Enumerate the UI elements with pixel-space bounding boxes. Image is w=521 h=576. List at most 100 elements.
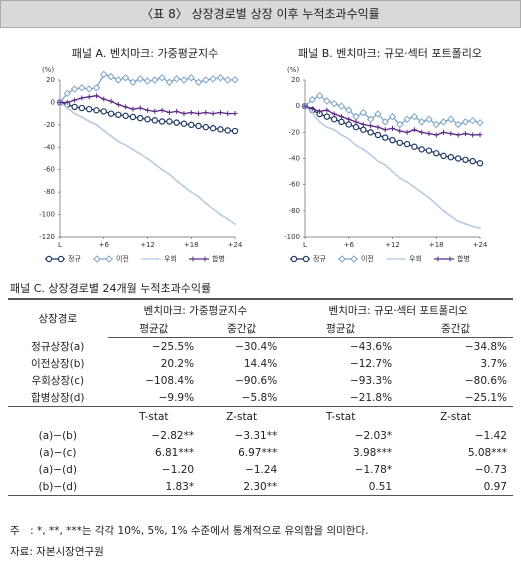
- cell: −21.8%: [349, 391, 393, 404]
- point: [440, 152, 447, 160]
- legend-marker: [93, 255, 101, 263]
- row-label: 이전상장(b): [31, 358, 85, 370]
- row-label: (a)−(b): [38, 429, 77, 442]
- point: [411, 143, 418, 150]
- point: [188, 110, 194, 116]
- point: [188, 121, 195, 129]
- cell: 3.7%: [480, 357, 507, 370]
- point: [102, 129, 105, 132]
- cell: −25.5%: [151, 340, 195, 353]
- point: [389, 136, 396, 144]
- axis-unit: (%): [287, 66, 299, 74]
- table-title: 〈표 8〉 상장경로별 상장 이후 누적초과수익률: [0, 0, 521, 28]
- point: [168, 173, 171, 176]
- point: [92, 84, 101, 92]
- row-label: (a)−(c): [39, 446, 77, 459]
- point: [396, 139, 403, 146]
- column-header: 중간값: [200, 320, 284, 338]
- cell: 2.30**: [200, 478, 284, 496]
- column-header: T-stat: [283, 406, 399, 427]
- cell: 0.51: [283, 478, 399, 496]
- point: [204, 202, 207, 205]
- y-tick-label: -40: [289, 155, 300, 163]
- point: [302, 103, 308, 109]
- point: [101, 96, 107, 102]
- point: [158, 118, 166, 125]
- point: [79, 95, 85, 101]
- legend-label: 우회: [164, 255, 177, 263]
- x-tick-label: +18: [429, 241, 444, 249]
- point: [57, 99, 63, 105]
- panel-title: 패널 B. 벤치마크: 규모·섹터 포트폴리오: [298, 47, 482, 60]
- group-header: 벤치마크: 가중평균지수: [107, 298, 284, 320]
- point: [78, 104, 86, 112]
- legend-marker: [338, 255, 346, 263]
- y-tick-label: 20: [291, 76, 300, 84]
- point: [88, 120, 91, 123]
- point: [432, 120, 440, 129]
- legend-label: 정규: [68, 254, 81, 263]
- point: [175, 179, 178, 182]
- point: [442, 209, 445, 212]
- x-tick-label: +24: [473, 241, 488, 249]
- point: [447, 153, 455, 161]
- point: [174, 108, 180, 114]
- legend-marker: [290, 255, 298, 263]
- point: [397, 128, 403, 134]
- point: [360, 126, 367, 133]
- point: [315, 91, 324, 100]
- x-tick-label: +6: [344, 241, 355, 249]
- cell: 14.4%: [243, 357, 278, 370]
- point: [311, 111, 314, 114]
- point: [166, 118, 173, 125]
- point: [209, 125, 217, 132]
- legend-label: 정규: [313, 254, 326, 263]
- point: [476, 160, 484, 167]
- point: [145, 107, 150, 113]
- point: [137, 105, 143, 111]
- x-tick-label: L: [58, 241, 62, 249]
- point: [333, 128, 336, 131]
- axis-unit: (%): [42, 66, 54, 74]
- legend-marker: [401, 258, 403, 260]
- point: [180, 120, 188, 127]
- point: [85, 105, 93, 113]
- point: [433, 132, 439, 138]
- charts: 패널 A. 벤치마크: 가중평균지수 (%) 20 0 -20 -40 -60 -80 -100…: [39, 47, 488, 263]
- point: [202, 76, 210, 84]
- point: [114, 76, 123, 84]
- point: [131, 148, 134, 151]
- point: [403, 140, 411, 148]
- point: [318, 120, 321, 123]
- point: [324, 107, 330, 113]
- point: [217, 126, 224, 133]
- x-tick-label: +12: [385, 241, 400, 249]
- point: [403, 115, 411, 123]
- legend-marker: [156, 258, 158, 260]
- legend-marker: [144, 258, 146, 260]
- point: [323, 113, 331, 120]
- panel-title: 패널 A. 벤치마크: 가중평균지수: [72, 47, 218, 60]
- point: [352, 123, 360, 131]
- point: [390, 125, 395, 131]
- legend-label: 합병: [212, 254, 225, 263]
- point: [410, 112, 419, 121]
- point: [195, 122, 202, 130]
- table-row: 이전상장(b) 20.2% 14.4% −12.7% 3.7%: [8, 355, 513, 372]
- point: [194, 78, 203, 86]
- point: [374, 131, 382, 139]
- point: [151, 117, 158, 124]
- point: [435, 203, 438, 206]
- cell: −90.6%: [235, 374, 278, 387]
- cell: 3.98***: [352, 446, 393, 459]
- point: [85, 85, 93, 93]
- legend-marker: [105, 255, 113, 263]
- row-label: 합병상장(d): [31, 392, 85, 404]
- point: [323, 97, 331, 105]
- point: [317, 108, 323, 114]
- source: 자료: 자본시장연구원: [10, 546, 104, 558]
- note: 주 : *, **, ***는 각각 10%, 5%, 1% 수준에서 통계적으…: [10, 525, 369, 537]
- point: [203, 110, 209, 116]
- column-header: Z-stat: [200, 406, 284, 427]
- cell: −12.7%: [349, 357, 393, 370]
